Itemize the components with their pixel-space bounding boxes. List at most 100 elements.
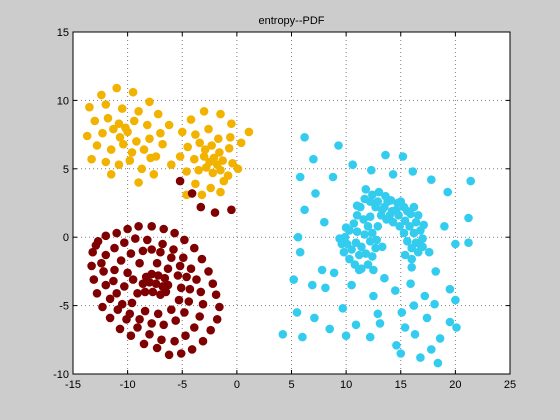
data-point-series-3 (369, 265, 378, 275)
data-point-series-1 (127, 148, 137, 157)
x-tick-label: 25 (504, 379, 516, 391)
data-point-series-3 (407, 263, 417, 272)
data-point-series-1 (92, 141, 102, 150)
data-point-series-1 (224, 144, 234, 153)
data-point-series-3 (405, 222, 414, 231)
data-point-series-3 (342, 239, 352, 249)
data-point-series-3 (433, 358, 443, 368)
data-point-series-3 (278, 330, 288, 339)
data-point-series-3 (377, 205, 387, 215)
data-point-series-3 (368, 252, 377, 261)
data-point-series-3 (325, 324, 335, 334)
data-point-series-3 (415, 239, 424, 249)
data-point-series-3 (377, 242, 387, 252)
data-point-series-3 (422, 313, 432, 323)
data-point-series-2 (131, 234, 140, 243)
data-point-series-2 (153, 309, 163, 319)
data-point-series-1 (145, 97, 154, 107)
data-point-series-2 (148, 287, 158, 297)
data-point-series-3 (391, 286, 400, 295)
data-point-series-1 (191, 179, 200, 189)
data-point-series-3 (361, 185, 371, 194)
data-point-series-3 (408, 167, 418, 176)
data-point-series-2 (138, 279, 148, 289)
data-point-series-2 (176, 349, 186, 358)
data-point-series-3 (311, 189, 320, 198)
data-point-series-1 (216, 165, 225, 175)
data-point-series-2 (147, 245, 156, 254)
data-point-series-1 (215, 148, 224, 157)
data-point-series-3 (411, 217, 421, 227)
data-point-series-3 (381, 150, 390, 160)
data-point-series-3 (464, 213, 473, 223)
data-point-series-2 (127, 298, 137, 308)
data-point-series-2 (145, 330, 154, 339)
data-point-series-3 (365, 212, 375, 221)
data-point-series-2 (186, 264, 196, 274)
data-point-series-2 (123, 224, 132, 234)
data-point-series-1 (139, 145, 149, 154)
data-point-series-3 (375, 319, 385, 328)
data-point-series-3 (466, 176, 476, 186)
data-point-series-3 (420, 291, 430, 301)
data-point-series-1 (182, 167, 191, 176)
data-point-series-2 (99, 267, 108, 276)
data-point-series-2 (170, 336, 179, 346)
data-point-series-3 (451, 295, 460, 305)
data-point-series-1 (156, 128, 165, 138)
data-point-series-2 (101, 250, 111, 260)
data-point-series-2 (159, 224, 168, 234)
data-point-series-3 (410, 330, 420, 339)
data-point-series-3 (360, 194, 370, 204)
data-point-series-1 (226, 133, 235, 142)
data-point-series-1 (216, 109, 225, 119)
data-point-series-3 (289, 275, 299, 284)
data-point-series-2 (185, 284, 195, 294)
data-point-series-3 (419, 220, 429, 230)
y-tick-label: -5 (59, 301, 69, 313)
data-point-series-3 (295, 247, 305, 257)
data-point-series-2 (91, 241, 101, 250)
data-point-series-1 (175, 152, 185, 161)
data-point-series-1 (106, 145, 116, 154)
x-tick-label: -5 (177, 379, 187, 391)
data-point-series-2 (98, 302, 107, 312)
data-point-series-2 (210, 208, 220, 217)
data-point-series-2 (163, 280, 173, 290)
data-point-series-2 (147, 222, 156, 231)
data-point-series-3 (361, 249, 371, 258)
data-point-series-2 (198, 299, 208, 309)
data-point-series-3 (349, 219, 359, 228)
data-point-series-1 (164, 120, 174, 130)
data-point-series-1 (145, 134, 154, 143)
x-tick-label: 15 (395, 379, 407, 391)
data-point-series-2 (152, 343, 162, 353)
data-point-series-2 (169, 245, 178, 254)
data-point-series-3 (347, 280, 356, 290)
data-point-series-3 (413, 247, 423, 257)
data-point-series-1 (134, 178, 143, 187)
x-tick-label: 10 (340, 379, 352, 391)
data-point-series-2 (135, 315, 144, 324)
data-point-series-1 (134, 107, 143, 116)
data-point-series-3 (300, 205, 309, 215)
data-point-series-2 (176, 283, 186, 293)
data-point-series-1 (190, 154, 199, 164)
data-point-series-2 (105, 294, 115, 304)
data-point-series-1 (199, 152, 209, 161)
data-point-series-1 (216, 187, 225, 197)
data-point-series-3 (424, 247, 434, 257)
data-point-series-1 (236, 138, 246, 148)
data-point-series-2 (147, 269, 156, 279)
data-point-series-1 (82, 131, 92, 141)
y-tick-label: 0 (63, 232, 69, 244)
data-point-series-1 (143, 120, 152, 130)
data-point-series-3 (452, 323, 461, 332)
data-point-series-1 (199, 107, 209, 116)
data-point-series-1 (158, 139, 167, 149)
data-point-series-2 (164, 350, 174, 360)
data-point-series-1 (202, 163, 211, 172)
data-point-series-2 (140, 306, 150, 316)
data-point-series-1 (114, 119, 124, 128)
data-point-series-3 (360, 230, 370, 239)
